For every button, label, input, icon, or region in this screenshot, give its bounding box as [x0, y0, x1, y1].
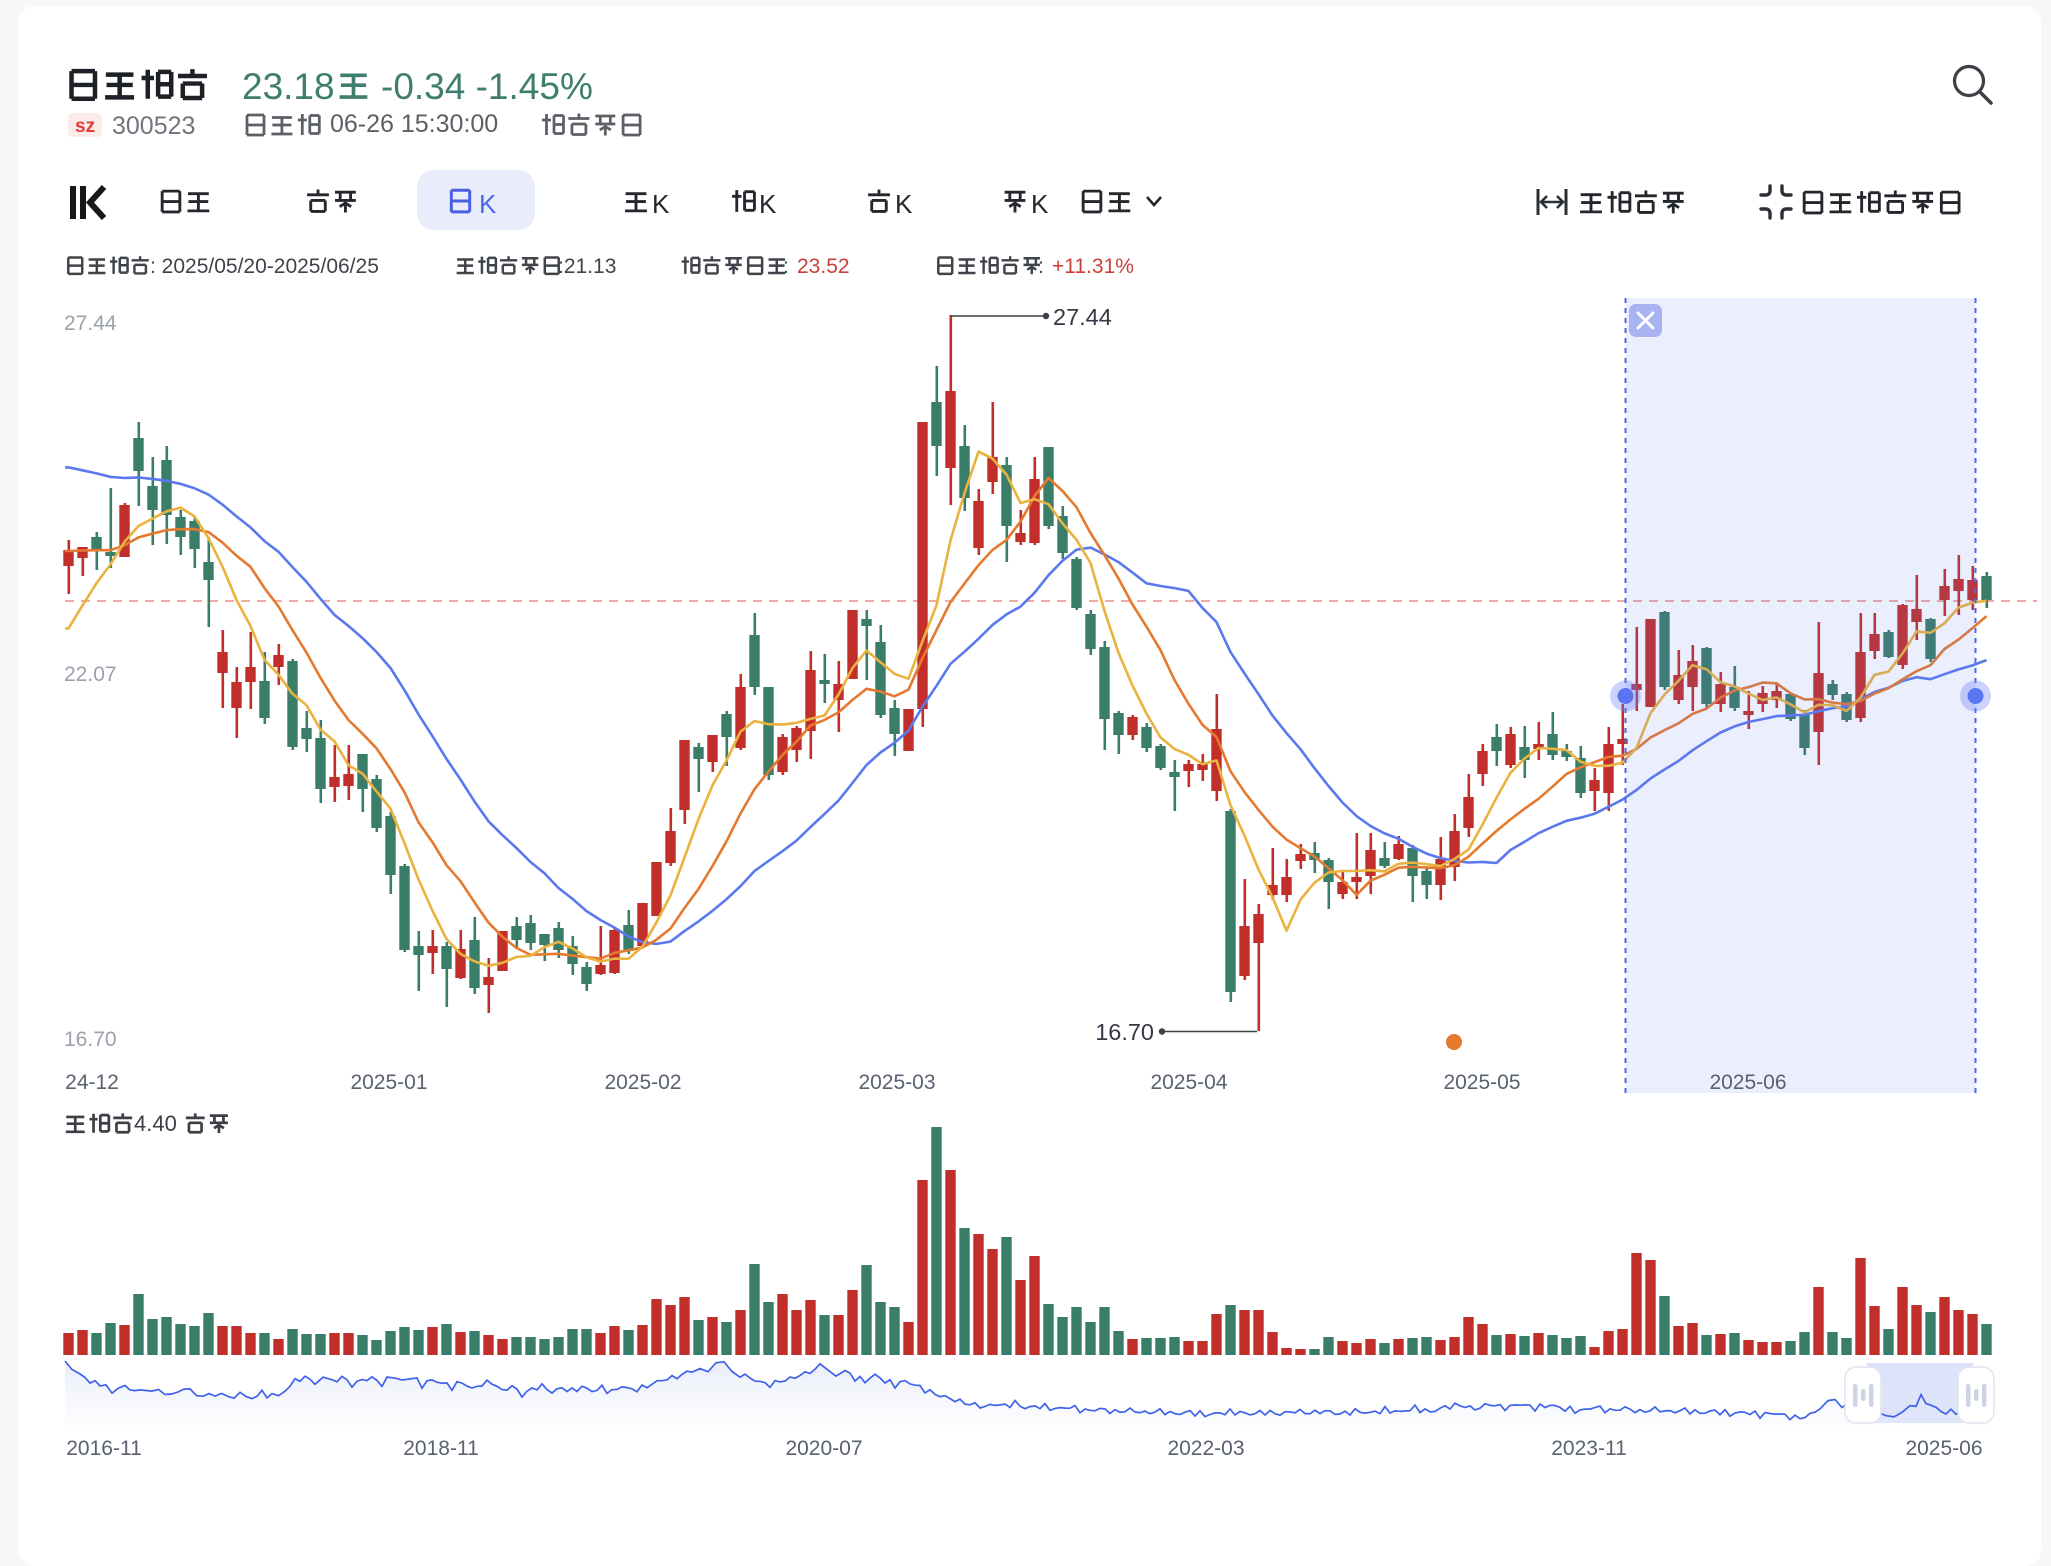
svg-text:-0.34 -1.45%: -0.34 -1.45% [381, 66, 593, 107]
svg-text:27.44: 27.44 [1053, 304, 1112, 330]
svg-text:2022-03: 2022-03 [1167, 1437, 1244, 1460]
svg-text:K: K [652, 189, 670, 219]
svg-text:2016-11: 2016-11 [66, 1437, 142, 1460]
svg-text:2020-07: 2020-07 [785, 1437, 862, 1460]
svg-text:300523: 300523 [112, 112, 195, 140]
svg-text:K: K [479, 189, 497, 219]
svg-text:4.40: 4.40 [134, 1111, 177, 1136]
svg-text:27.44: 27.44 [64, 312, 117, 335]
svg-text:23.52: 23.52 [797, 255, 850, 278]
svg-text:sz: sz [75, 116, 95, 137]
svg-text:K: K [895, 189, 913, 219]
svg-text:+11.31%: +11.31% [1052, 255, 1134, 278]
svg-text:22.07: 22.07 [64, 663, 117, 686]
svg-text::21.13: :21.13 [558, 255, 616, 278]
svg-text:2025-06: 2025-06 [1709, 1071, 1786, 1094]
svg-text:2025-02: 2025-02 [604, 1071, 681, 1094]
svg-text:06-26 15:30:00: 06-26 15:30:00 [330, 110, 498, 138]
svg-text:2025-04: 2025-04 [1150, 1071, 1227, 1094]
svg-text:24-12: 24-12 [65, 1071, 119, 1094]
svg-text:2025-05: 2025-05 [1443, 1071, 1520, 1094]
svg-text:16.70: 16.70 [64, 1028, 117, 1051]
svg-text:K: K [1031, 189, 1049, 219]
svg-text:2025-01: 2025-01 [350, 1071, 427, 1094]
svg-text:: 2025/05/20-2025/06/25: : 2025/05/20-2025/06/25 [150, 255, 379, 278]
svg-text:23.18: 23.18 [242, 66, 335, 107]
svg-text:2023-11: 2023-11 [1551, 1437, 1627, 1460]
svg-text:2025-06: 2025-06 [1905, 1437, 1982, 1460]
svg-text:16.70: 16.70 [1095, 1019, 1154, 1045]
svg-text:K: K [759, 189, 777, 219]
svg-text::: : [1038, 255, 1044, 278]
svg-text:2025-03: 2025-03 [858, 1071, 935, 1094]
svg-text:2018-11: 2018-11 [403, 1437, 479, 1460]
svg-text::: : [783, 255, 789, 278]
